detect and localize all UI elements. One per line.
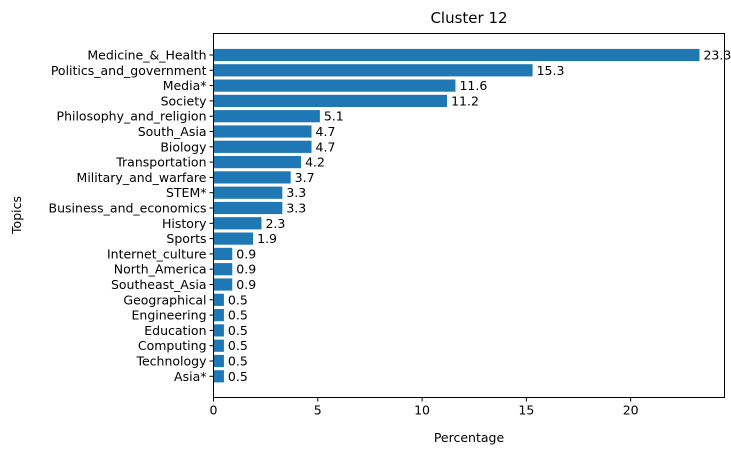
- y-tick-label: Education: [144, 323, 206, 338]
- y-tick-label: Geographical: [123, 292, 206, 307]
- x-tick-label: 15: [518, 403, 534, 418]
- y-tick-label: Medicine_&_Health: [87, 48, 206, 63]
- bar-southeast-asia: [213, 278, 233, 291]
- bar-asia: [213, 370, 224, 383]
- x-tick-label: 0: [210, 403, 218, 418]
- data-label: 0.9: [236, 262, 256, 277]
- bar-media: [213, 79, 456, 92]
- y-axis-label: Topics: [9, 196, 24, 235]
- data-label: 0.9: [236, 246, 256, 261]
- bar-internet-culture: [213, 247, 233, 260]
- y-tick-label: Computing: [138, 338, 207, 353]
- data-label: 1.9: [257, 231, 277, 246]
- x-axis-ticks: 0 5 10 15 20: [210, 397, 639, 418]
- y-tick-label: Transportation: [115, 155, 206, 170]
- data-label: 11.2: [451, 93, 479, 108]
- plot-frame: [213, 33, 725, 398]
- y-tick-label: South_Asia: [138, 124, 207, 139]
- bar-technology: [213, 354, 224, 368]
- y-tick-label: Biology: [160, 139, 207, 154]
- y-tick-label: North_America: [114, 262, 207, 277]
- x-tick-label: 5: [314, 403, 322, 418]
- y-tick-label: Media*: [163, 78, 207, 93]
- x-tick-label: 20: [623, 403, 639, 418]
- data-label: 5.1: [324, 109, 344, 124]
- bar-military-and-warfare: [213, 171, 291, 184]
- data-label: 3.3: [286, 201, 306, 216]
- y-tick-label: Military_and_warfare: [77, 170, 207, 185]
- bar-philosophy-and-religion: [213, 110, 320, 123]
- y-tick-label: Technology: [135, 354, 207, 369]
- data-label: 4.2: [305, 155, 325, 170]
- x-tick-label: 10: [414, 403, 430, 418]
- chart-title: Cluster 12: [430, 9, 507, 27]
- data-label: 0.5: [228, 354, 248, 369]
- bar-stem: [213, 186, 283, 199]
- y-tick-label: Internet_culture: [107, 246, 207, 261]
- bar-engineering: [213, 309, 224, 322]
- y-tick-label: Politics_and_government: [51, 63, 207, 78]
- bar-society: [213, 94, 448, 107]
- data-label: 11.6: [459, 78, 487, 93]
- data-label: 4.7: [316, 124, 336, 139]
- y-tick-label: Sports: [166, 231, 206, 246]
- data-label: 2.3: [265, 216, 285, 231]
- bar-business-and-economics: [213, 201, 283, 215]
- bar-north-america: [213, 263, 233, 276]
- y-axis-ticks: Medicine_&_HealthPolitics_and_government…: [49, 48, 214, 384]
- bar-history: [213, 217, 262, 230]
- y-tick-label: Southeast_Asia: [111, 277, 207, 292]
- data-label: 0.9: [236, 277, 256, 292]
- y-tick-label: Business_and_economics: [49, 201, 207, 216]
- bars-group: [213, 48, 700, 383]
- data-label: 0.5: [228, 369, 248, 384]
- data-label: 4.7: [316, 139, 336, 154]
- bar-politics-and-government: [213, 64, 533, 77]
- data-label: 0.5: [228, 338, 248, 353]
- data-label: 23.3: [703, 48, 731, 63]
- bar-medicine-health: [213, 48, 700, 62]
- y-tick-label: Asia*: [174, 369, 206, 384]
- data-label: 3.3: [286, 185, 306, 200]
- y-tick-label: History: [162, 216, 207, 231]
- bar-transportation: [213, 156, 302, 169]
- data-label: 0.5: [228, 323, 248, 338]
- data-label: 0.5: [228, 292, 248, 307]
- bar-biology: [213, 140, 312, 153]
- bar-south-asia: [213, 125, 312, 138]
- y-tick-label: Society: [161, 93, 208, 108]
- data-label: 15.3: [537, 63, 565, 78]
- data-labels: 23.315.311.611.25.14.74.74.23.73.33.32.3…: [228, 48, 731, 384]
- bar-geographical: [213, 293, 224, 306]
- y-tick-label: Philosophy_and_religion: [57, 109, 207, 124]
- x-axis-label: Percentage: [434, 430, 505, 445]
- y-tick-label: STEM*: [166, 185, 207, 200]
- bar-education: [213, 324, 224, 337]
- data-label: 0.5: [228, 308, 248, 323]
- data-label: 3.7: [295, 170, 315, 185]
- bar-computing: [213, 339, 224, 352]
- bar-sports: [213, 232, 254, 245]
- y-tick-label: Engineering: [132, 308, 207, 323]
